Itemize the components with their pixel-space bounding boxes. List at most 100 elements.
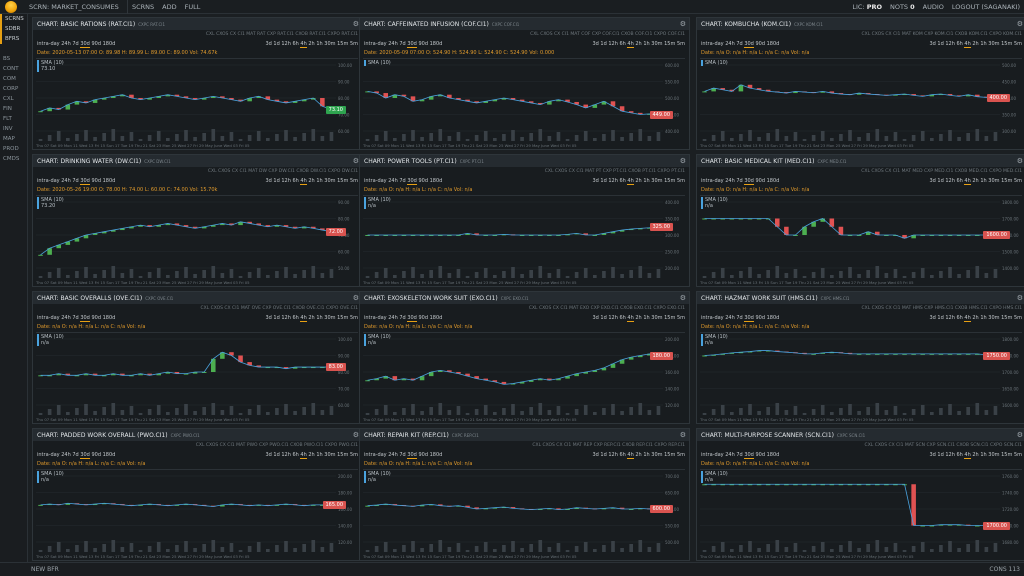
interval-option[interactable]: 1h [643, 178, 650, 184]
interval-option[interactable]: 1d [600, 315, 607, 321]
interval-option[interactable]: 3d [929, 452, 936, 458]
range-option[interactable]: intra-day [364, 315, 387, 321]
range-option[interactable]: 30d [407, 452, 417, 459]
interval-option[interactable]: 3d [265, 178, 272, 184]
interval-option[interactable]: 30m [651, 178, 663, 184]
panel-command-bar[interactable]: CXL CXOS CX CI1 MAT COF CXP COF.CI1 CXOB… [530, 32, 685, 37]
range-option[interactable]: 90d [755, 178, 765, 184]
sidebar-item-cont[interactable]: CONT [3, 66, 19, 72]
interval-option[interactable]: 1d [937, 178, 944, 184]
interval-option[interactable]: 1h [316, 315, 323, 321]
interval-option[interactable]: 2h [972, 452, 979, 458]
interval-option[interactable]: 1d [273, 41, 280, 47]
price-chart[interactable]: 200.00 180.00 160.00 140.00 120.00 SMA (10)n/… [363, 332, 685, 416]
gear-icon[interactable]: ⚙ [1016, 294, 1023, 302]
range-option[interactable]: 90d [91, 315, 101, 321]
sidebar-item-corp[interactable]: CORP [3, 86, 19, 92]
interval-option[interactable]: 2h [972, 178, 979, 184]
notifications-button[interactable]: NOTS 0 [890, 3, 915, 11]
panel-command-bar[interactable]: CXL CXOS CX CI1 MAT EXO CXP EXO.CI1 CXOB… [528, 306, 685, 311]
interval-option[interactable]: 6h [292, 452, 299, 458]
panel-command-bar[interactable]: CXL CXOS CX CI1 MAT DW CXP DW.CI1 CXOB D… [207, 169, 358, 174]
interval-option[interactable]: 5m [1013, 315, 1022, 321]
range-option[interactable]: 30d [80, 41, 90, 48]
interval-option[interactable]: 6h [956, 452, 963, 458]
interval-option[interactable]: 5m [1013, 452, 1022, 458]
interval-option[interactable]: 30m [651, 41, 663, 47]
interval-option[interactable]: 1h [316, 41, 323, 47]
interval-option[interactable]: 2h [972, 315, 979, 321]
range-option[interactable]: 180d [766, 452, 780, 458]
interval-option[interactable]: 12h [281, 178, 291, 184]
panel-header[interactable]: CHART: POWER TOOLS (PT.CI1) CXPC PT.CI1 ⚙ [360, 155, 689, 167]
range-option[interactable]: 24h [61, 41, 71, 47]
interval-option[interactable]: 1h [980, 452, 987, 458]
range-option[interactable]: intra-day [364, 41, 387, 47]
range-option[interactable]: 7d [736, 178, 743, 184]
interval-option[interactable]: 30m [988, 41, 1000, 47]
interval-option[interactable]: 30m [988, 178, 1000, 184]
range-option[interactable]: 30d [80, 315, 90, 322]
range-option[interactable]: 90d [91, 41, 101, 47]
price-chart[interactable]: 400.00 350.00 300.00 250.00 200.00 SMA (10) n/… [363, 195, 685, 279]
panel-header[interactable]: CHART: DRINKING WATER (DW.CI1) CXPC DW.CI… [33, 155, 362, 167]
interval-option[interactable]: 1h [643, 452, 650, 458]
panel-header[interactable]: CHART: MULTI-PURPOSE SCANNER (SCN.CI1) CX… [697, 429, 1024, 441]
interval-option[interactable]: 15m [664, 315, 676, 321]
price-chart[interactable]: 700.00 650.00 600.00 550.00 500.00 SMA (10)n/… [363, 469, 685, 553]
price-chart[interactable]: 200.00 180.00 160.00 140.00 120.00 SMA (10)n/… [36, 469, 358, 553]
add-button[interactable]: ADD [162, 2, 177, 11]
range-option[interactable]: 24h [388, 315, 398, 321]
gear-icon[interactable]: ⚙ [352, 294, 359, 302]
scrns-button[interactable]: SCRNS [127, 0, 158, 14]
interval-option[interactable]: 3d [929, 315, 936, 321]
range-option[interactable]: 7d [399, 178, 406, 184]
interval-option[interactable]: 5m [349, 315, 358, 321]
interval-option[interactable]: 12h [608, 452, 618, 458]
interval-option[interactable]: 3d [592, 41, 599, 47]
range-option[interactable]: 90d [418, 41, 428, 47]
gear-icon[interactable]: ⚙ [352, 20, 359, 28]
range-option[interactable]: 24h [388, 452, 398, 458]
interval-option[interactable]: 2h [308, 178, 315, 184]
range-option[interactable]: 24h [388, 41, 398, 47]
range-option[interactable]: 7d [399, 315, 406, 321]
interval-option[interactable]: 1d [600, 178, 607, 184]
range-option[interactable]: intra-day [37, 315, 60, 321]
interval-option[interactable]: 1d [273, 178, 280, 184]
interval-option[interactable]: 5m [1013, 178, 1022, 184]
interval-option[interactable]: 6h [619, 178, 626, 184]
range-option[interactable]: intra-day [364, 452, 387, 458]
interval-option[interactable]: 4h [627, 315, 634, 322]
interval-option[interactable]: 12h [608, 315, 618, 321]
sidebar-item-cmds[interactable]: CMDS [3, 156, 20, 162]
interval-option[interactable]: 3d [265, 315, 272, 321]
range-option[interactable]: 7d [736, 452, 743, 458]
interval-option[interactable]: 5m [676, 41, 685, 47]
interval-option[interactable]: 30m [324, 315, 336, 321]
range-option[interactable]: 30d [407, 41, 417, 48]
interval-option[interactable]: 1h [980, 315, 987, 321]
range-option[interactable]: 180d [429, 315, 443, 321]
range-option[interactable]: 180d [766, 178, 780, 184]
sidebar-item-cxl[interactable]: CXL [3, 96, 14, 102]
panel-header[interactable]: CHART: KOMBUCHA (KOM.CI1) CXPC KOM.CI1 ⚙ [697, 18, 1024, 30]
interval-option[interactable]: 4h [964, 41, 971, 48]
range-option[interactable]: 7d [399, 452, 406, 458]
range-option[interactable]: 7d [72, 41, 79, 47]
interval-option[interactable]: 1h [316, 178, 323, 184]
panel-command-bar[interactable]: CXL CXOS CX CI1 MAT PT CXP PT.CI1 CXOB P… [544, 169, 685, 174]
interval-option[interactable]: 30m [651, 452, 663, 458]
interval-option[interactable]: 1d [937, 452, 944, 458]
range-option[interactable]: 24h [61, 315, 71, 321]
sidebar-item-fin[interactable]: FIN [3, 106, 12, 112]
range-option[interactable]: 180d [766, 315, 780, 321]
audio-button[interactable]: AUDIO [922, 3, 944, 11]
price-chart[interactable]: 1760.00 1740.00 1720.00 1700.00 1680.00 SMA (… [700, 469, 1022, 553]
interval-option[interactable]: 2h [635, 452, 642, 458]
range-option[interactable]: 30d [744, 41, 754, 48]
gear-icon[interactable]: ⚙ [679, 294, 686, 302]
price-chart[interactable]: 100.00 90.00 80.00 70.00 60.00 SMA (10) n/a 83.… [36, 332, 358, 416]
range-option[interactable]: 7d [736, 41, 743, 47]
interval-option[interactable]: 1d [937, 41, 944, 47]
